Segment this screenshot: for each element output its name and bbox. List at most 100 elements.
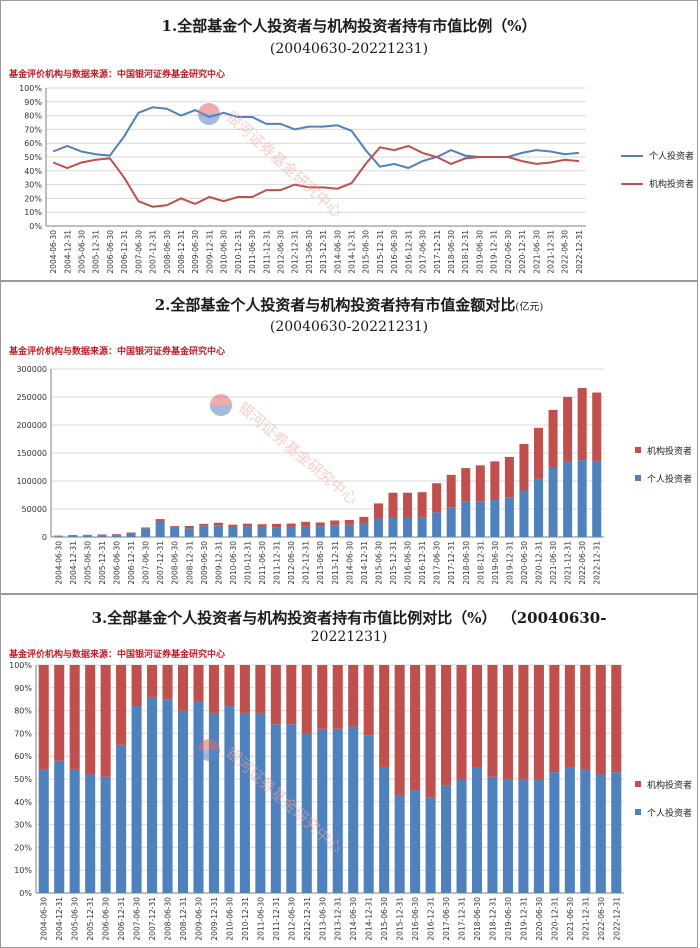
bar-institution xyxy=(580,665,591,770)
bar-institution xyxy=(141,527,151,529)
bar-institution xyxy=(126,532,136,534)
x-tick-label: 2007-06-30 xyxy=(134,230,143,274)
bar-individual xyxy=(332,728,343,893)
x-tick-label: 2008-06-30 xyxy=(171,541,180,585)
bar-individual xyxy=(68,535,78,537)
bar-institution xyxy=(53,535,63,537)
x-tick-label: 2004-06-30 xyxy=(49,230,58,274)
bar-individual xyxy=(533,779,544,893)
x-tick-label: 2018-06-30 xyxy=(473,897,482,941)
bar-institution xyxy=(504,456,514,498)
x-tick-label: 2020-06-30 xyxy=(504,230,513,274)
x-tick-label: 2005-12-31 xyxy=(86,897,95,941)
x-tick-label: 2006-06-30 xyxy=(102,897,111,941)
watermark-logo-half xyxy=(210,405,232,416)
x-tick-label: 2022-06-30 xyxy=(597,897,606,941)
x-tick-label: 2022-12-31 xyxy=(612,897,621,941)
bar-institution xyxy=(519,444,529,491)
bar-individual xyxy=(270,724,281,893)
bar-individual xyxy=(425,797,436,893)
x-tick-label: 2013-06-30 xyxy=(305,230,314,274)
bar-institution xyxy=(456,665,467,779)
x-tick-label: 2004-12-31 xyxy=(63,230,72,274)
x-tick-label: 2020-12-31 xyxy=(535,541,544,585)
bar-individual xyxy=(177,710,189,893)
bar-institution xyxy=(363,665,374,736)
x-tick-label: 2021-12-31 xyxy=(581,897,590,941)
x-tick-label: 2015-12-31 xyxy=(376,230,385,274)
x-tick-label: 2013-06-30 xyxy=(318,897,327,941)
bar-institution xyxy=(461,468,471,502)
x-tick-label: 2022-06-30 xyxy=(561,230,570,274)
y-tick-label: 0 xyxy=(42,533,47,542)
bar-institution xyxy=(116,665,127,745)
bar-institution xyxy=(373,503,383,519)
bar-institution xyxy=(417,492,427,518)
y-tick-label: 250000 xyxy=(16,393,47,402)
y-tick-label: 100000 xyxy=(16,477,47,486)
bar-institution xyxy=(162,665,173,700)
x-tick-label: 2018-06-30 xyxy=(462,541,471,585)
bar-institution xyxy=(131,665,142,707)
bar-individual xyxy=(446,507,456,537)
legend-label: 个人投资者 xyxy=(649,150,694,162)
x-tick-label: 2020-06-30 xyxy=(520,541,529,585)
x-tick-label: 2020-12-31 xyxy=(518,230,527,274)
bar-institution xyxy=(379,665,390,768)
x-tick-label: 2005-06-30 xyxy=(83,541,92,585)
x-tick-label: 2019-12-31 xyxy=(519,897,528,941)
bar-individual xyxy=(54,760,65,893)
bar-individual xyxy=(504,497,514,537)
bar-institution xyxy=(359,516,369,523)
x-tick-label: 2016-06-30 xyxy=(404,541,413,585)
bar-institution xyxy=(239,665,250,713)
x-tick-label: 2021-06-30 xyxy=(566,897,575,941)
x-tick-label: 2006-12-31 xyxy=(120,230,129,274)
bar-institution xyxy=(213,522,223,526)
bar-individual xyxy=(373,518,383,537)
x-tick-label: 2008-06-30 xyxy=(164,897,173,941)
bar-institution xyxy=(344,519,354,525)
bar-individual xyxy=(199,525,209,537)
bar-institution xyxy=(54,665,65,761)
bar-individual xyxy=(141,528,151,537)
bar-individual xyxy=(193,701,204,893)
x-tick-label: 2012-12-31 xyxy=(303,897,312,941)
x-tick-label: 2014-06-30 xyxy=(345,541,354,585)
y-tick-label: 0% xyxy=(29,222,42,231)
x-tick-label: 2006-12-31 xyxy=(127,541,136,585)
x-tick-label: 2005-12-31 xyxy=(98,541,107,585)
y-tick-label: 70% xyxy=(14,729,32,738)
bar-individual xyxy=(69,769,80,893)
y-tick-label: 30% xyxy=(24,181,42,190)
bar-institution xyxy=(471,665,483,768)
x-tick-label: 2011-06-30 xyxy=(258,541,267,585)
x-tick-label: 2018-12-31 xyxy=(461,230,470,274)
bar-institution xyxy=(403,492,413,518)
bar-institution xyxy=(348,665,359,727)
bar-individual xyxy=(432,512,442,537)
bar-individual xyxy=(548,467,558,537)
x-tick-label: 2007-12-31 xyxy=(148,897,157,941)
y-tick-label: 50000 xyxy=(22,505,47,514)
bar-individual xyxy=(213,525,223,537)
bar-individual xyxy=(563,461,573,537)
bar-institution xyxy=(100,665,111,777)
y-tick-label: 60% xyxy=(24,139,42,148)
y-tick-label: 20% xyxy=(14,843,32,852)
y-tick-label: 60% xyxy=(14,752,32,761)
x-tick-label: 2009-12-31 xyxy=(205,230,214,274)
y-tick-label: 40% xyxy=(24,167,42,176)
x-tick-label: 2018-06-30 xyxy=(447,230,456,274)
bar-individual xyxy=(577,460,587,537)
x-tick-label: 2019-06-30 xyxy=(475,230,484,274)
bar-individual xyxy=(471,767,483,893)
y-tick-label: 20% xyxy=(24,194,42,203)
x-tick-label: 2022-06-30 xyxy=(578,541,587,585)
x-tick-label: 2014-12-31 xyxy=(360,541,369,585)
bar-individual xyxy=(363,735,374,893)
x-tick-label: 2004-06-30 xyxy=(54,541,63,585)
bar-individual xyxy=(580,769,591,893)
bar-individual xyxy=(85,774,96,893)
bar-individual xyxy=(155,521,165,537)
